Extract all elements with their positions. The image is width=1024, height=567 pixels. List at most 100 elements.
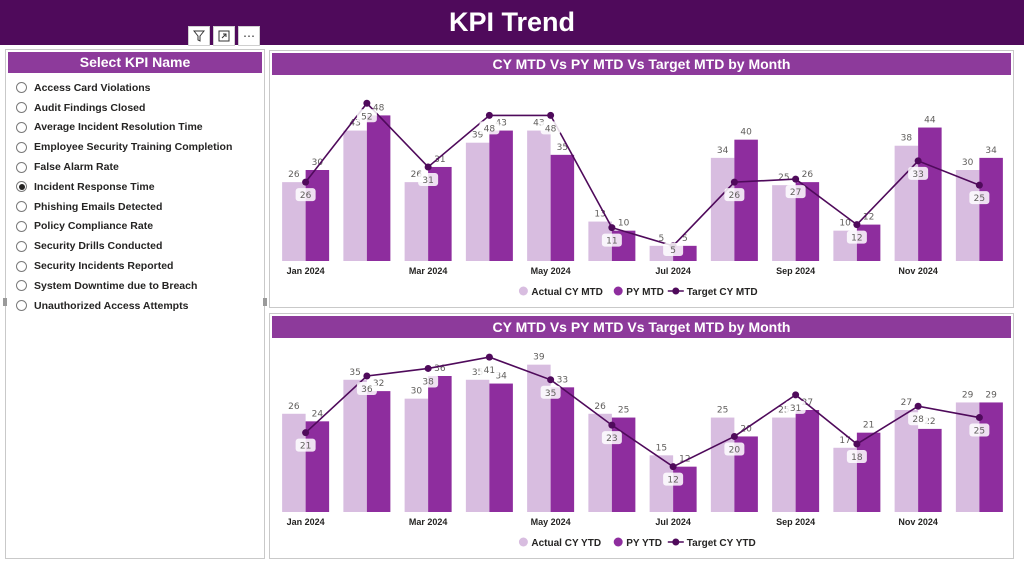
bar-actual[interactable] [772,185,796,261]
radio-button[interactable] [16,260,27,272]
bar-previous[interactable] [550,154,575,261]
target-point[interactable] [792,391,800,399]
slicer-item[interactable]: Security Drills Conducted [16,236,261,256]
more-options-icon[interactable]: ⋯ [238,26,260,46]
radio-button[interactable] [16,240,27,252]
target-point[interactable] [485,353,493,361]
legend-label[interactable]: Target CY YTD [687,538,756,549]
legend-label[interactable]: PY YTD [626,538,662,549]
data-label-target: 41 [484,366,495,376]
slicer-item[interactable]: Phishing Emails Detected [16,197,261,217]
target-point[interactable] [302,178,310,186]
target-point[interactable] [792,175,800,183]
target-point[interactable] [547,376,555,384]
bar-previous[interactable] [856,432,881,512]
target-point[interactable] [547,111,555,119]
bar-previous[interactable] [795,182,820,261]
bar-actual[interactable] [282,413,306,512]
radio-button[interactable] [16,201,27,213]
bar-previous[interactable] [550,387,575,512]
bar-previous[interactable] [489,130,513,261]
bar-actual[interactable] [404,398,429,512]
slicer-item[interactable]: Audit Findings Closed [16,98,261,118]
bar-previous[interactable] [979,157,1003,261]
target-point[interactable] [363,99,371,107]
slicer-item[interactable]: Access Card Violations [16,78,261,98]
bar-previous[interactable] [305,421,330,512]
bar-previous[interactable] [795,410,820,512]
slicer-item[interactable]: Average Incident Resolution Time [16,118,261,138]
target-point[interactable] [853,221,861,229]
bar-actual[interactable] [465,379,490,512]
bar-actual[interactable] [772,417,796,512]
target-point[interactable] [363,372,371,380]
bar-previous[interactable] [366,391,391,512]
focus-mode-icon[interactable] [213,26,235,46]
target-point[interactable] [485,111,493,119]
radio-button[interactable] [16,102,27,114]
bar-actual[interactable] [955,402,980,512]
target-point[interactable] [975,181,983,189]
slicer-item[interactable]: System Downtime due to Breach [16,276,261,296]
legend-label[interactable]: Actual CY MTD [531,287,603,298]
bar-actual[interactable] [588,221,612,261]
radio-button[interactable] [16,181,27,193]
bar-actual[interactable] [833,447,857,512]
slicer-item[interactable]: Unauthorized Access Attempts [16,296,261,316]
target-point[interactable] [424,163,432,171]
bar-actual[interactable] [710,417,735,512]
target-point[interactable] [914,402,922,410]
target-point[interactable] [730,178,738,186]
filter-icon[interactable] [188,26,210,46]
slicer-item[interactable]: Security Incidents Reported [16,256,261,276]
target-point[interactable] [302,429,310,437]
radio-button[interactable] [16,300,27,312]
target-point[interactable] [730,432,738,440]
slicer-item[interactable]: Policy Compliance Rate [16,217,261,237]
radio-button[interactable] [16,161,27,173]
bar-previous[interactable] [489,383,513,512]
target-point[interactable] [669,463,677,471]
legend-label[interactable]: Actual CY YTD [531,538,601,549]
slicer-item[interactable]: Employee Security Training Completion [16,137,261,157]
target-point[interactable] [975,414,983,422]
target-point[interactable] [853,440,861,448]
bar-actual[interactable] [894,410,919,512]
data-label-actual: 35 [472,368,483,378]
bar-previous[interactable] [366,115,391,262]
bar-previous[interactable] [428,376,452,512]
target-point[interactable] [608,421,616,429]
resize-handle-left[interactable] [3,298,7,306]
resize-handle-right[interactable] [263,298,267,306]
bar-actual[interactable] [527,364,551,512]
radio-button[interactable] [16,280,27,292]
radio-button[interactable] [16,82,27,94]
bar-previous[interactable] [918,428,942,512]
bar-previous[interactable] [428,166,452,261]
radio-button[interactable] [16,121,27,133]
bar-previous[interactable] [918,127,942,262]
bar-actual[interactable] [588,413,612,512]
legend-label[interactable]: Target CY MTD [687,287,758,298]
legend-label[interactable]: PY MTD [626,287,664,298]
slicer-item[interactable]: False Alarm Rate [16,157,261,177]
bar-actual[interactable] [343,379,367,512]
bar-actual[interactable] [527,130,551,261]
bar-actual[interactable] [649,455,674,512]
bar-previous[interactable] [979,402,1003,512]
bar-actual[interactable] [343,130,367,261]
data-label-actual: 25 [778,406,789,416]
bar-previous[interactable] [305,170,330,261]
target-point[interactable] [424,364,432,372]
target-point[interactable] [914,157,922,165]
bar-actual[interactable] [894,145,919,261]
radio-button[interactable] [16,220,27,232]
bar-previous[interactable] [734,139,758,261]
bar-actual[interactable] [710,157,735,261]
slicer-item[interactable]: Incident Response Time [16,177,261,197]
bar-actual[interactable] [404,182,429,261]
bar-actual[interactable] [282,182,306,261]
target-point[interactable] [608,224,616,232]
bar-actual[interactable] [465,142,490,261]
radio-button[interactable] [16,141,27,153]
